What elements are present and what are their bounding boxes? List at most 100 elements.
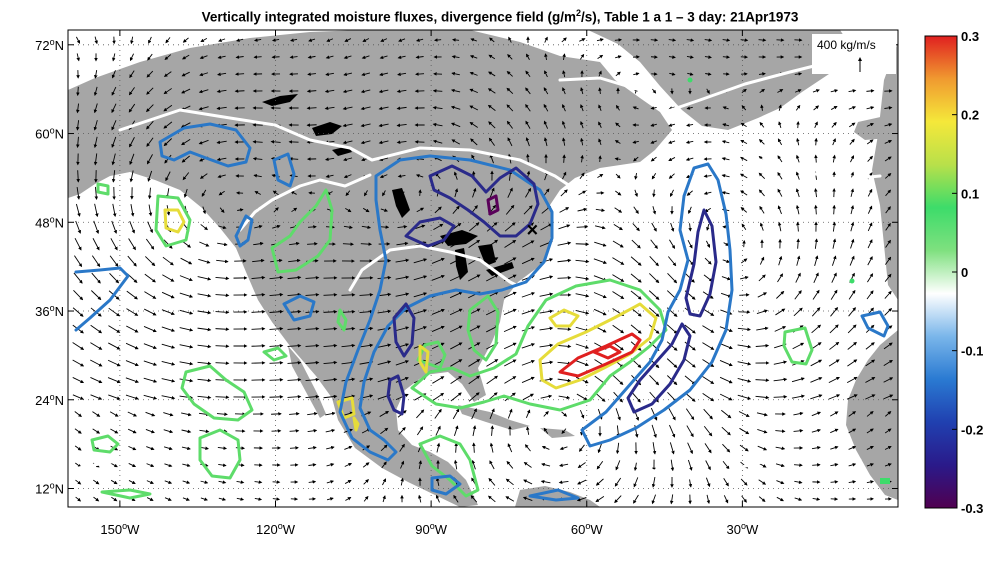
flux-vector bbox=[305, 360, 320, 365]
flux-vector bbox=[93, 153, 98, 166]
flux-vector bbox=[486, 222, 498, 232]
flux-vector bbox=[650, 239, 658, 249]
flux-vector bbox=[796, 137, 800, 146]
flux-vector bbox=[110, 479, 118, 485]
flux-vector bbox=[93, 220, 99, 234]
flux-vector bbox=[668, 157, 676, 162]
flux-vector bbox=[252, 140, 263, 144]
flux-vector bbox=[436, 442, 441, 453]
flux-vector bbox=[397, 224, 408, 229]
flux-vector bbox=[867, 256, 873, 266]
flux-vector bbox=[867, 205, 873, 214]
flux-vector bbox=[756, 309, 768, 314]
flux-vector bbox=[651, 494, 657, 505]
flux-vector bbox=[468, 274, 481, 282]
flux-vector bbox=[705, 460, 711, 471]
flux-vector bbox=[200, 480, 209, 484]
flux-vector bbox=[831, 255, 837, 266]
flux-vector bbox=[687, 239, 693, 249]
flux-vector bbox=[721, 157, 730, 161]
flux-vector bbox=[793, 429, 804, 433]
flux-vector bbox=[449, 325, 463, 333]
flux-vector bbox=[722, 123, 730, 127]
flux-vector bbox=[93, 120, 98, 131]
flux-vector bbox=[796, 221, 800, 232]
flux-vector bbox=[217, 174, 226, 179]
flux-vector bbox=[129, 170, 134, 183]
flux-vector bbox=[379, 225, 390, 229]
flux-vector bbox=[832, 238, 837, 249]
flux-vector bbox=[216, 140, 227, 145]
flux-vector bbox=[271, 55, 280, 59]
lake-huron bbox=[478, 244, 496, 266]
flux-vector bbox=[850, 188, 855, 197]
flux-vector bbox=[343, 157, 353, 162]
flux-vector bbox=[180, 257, 193, 265]
flux-vector bbox=[432, 139, 443, 144]
flux-vector bbox=[575, 326, 590, 332]
flux-vector bbox=[557, 258, 572, 263]
flux-vector bbox=[273, 207, 279, 213]
flux-vector bbox=[452, 38, 460, 42]
colorbar-tick-label: -0.1 bbox=[961, 344, 983, 359]
flux-vector bbox=[684, 358, 696, 368]
flux-vector bbox=[630, 290, 642, 300]
flux-vector bbox=[612, 291, 625, 299]
flux-vector bbox=[543, 427, 549, 434]
flux-vector bbox=[342, 123, 353, 128]
flux-vector bbox=[450, 240, 463, 248]
flux-vector bbox=[413, 258, 428, 264]
flux-vector bbox=[597, 443, 602, 454]
flux-vector bbox=[775, 463, 785, 468]
flux-vector bbox=[452, 408, 460, 420]
flux-vector bbox=[326, 463, 335, 467]
flux-vector bbox=[668, 140, 676, 144]
flux-vector bbox=[544, 70, 548, 78]
flux-vector bbox=[395, 258, 410, 263]
flux-vector bbox=[521, 257, 535, 265]
flux-vector bbox=[702, 392, 715, 402]
flux-vector bbox=[112, 203, 117, 218]
flux-vector bbox=[615, 71, 621, 77]
flux-vector bbox=[469, 88, 478, 94]
flux-vector bbox=[521, 343, 536, 349]
flux-vector bbox=[287, 377, 302, 382]
flux-vector bbox=[217, 242, 228, 247]
flux-vector bbox=[777, 188, 783, 197]
flux-vector bbox=[305, 326, 320, 331]
flux-vector bbox=[75, 136, 80, 149]
flux-vector bbox=[650, 38, 659, 42]
flux-vector bbox=[814, 204, 818, 215]
flux-vector bbox=[416, 38, 424, 42]
flux-vector bbox=[490, 425, 494, 436]
flux-vector bbox=[739, 173, 748, 179]
flux-vector bbox=[468, 325, 481, 333]
flux-vector bbox=[814, 121, 818, 129]
flux-vector bbox=[163, 71, 172, 77]
flux-vector bbox=[272, 190, 279, 196]
flux-vector bbox=[183, 188, 188, 198]
flux-vector bbox=[434, 206, 442, 214]
flux-vector bbox=[773, 377, 788, 382]
flux-vector bbox=[179, 378, 194, 383]
flux-vector bbox=[702, 359, 715, 367]
flux-vector bbox=[92, 411, 101, 417]
flux-vector bbox=[398, 38, 406, 42]
flux-vector bbox=[613, 224, 623, 231]
flux-vector bbox=[561, 171, 567, 180]
colorbar-tick-label: -0.2 bbox=[961, 422, 983, 437]
flux-vector bbox=[253, 55, 262, 59]
flux-vector bbox=[614, 477, 622, 487]
flux-vector bbox=[504, 222, 516, 232]
flux-vector bbox=[251, 309, 266, 314]
flux-vector bbox=[197, 361, 212, 366]
flux-vector bbox=[252, 258, 265, 263]
flux-vector bbox=[557, 241, 572, 246]
flux-vector bbox=[650, 156, 657, 162]
flux-vector bbox=[432, 89, 443, 93]
flux-vector bbox=[199, 241, 210, 247]
flux-vector bbox=[325, 411, 336, 416]
flux-vector bbox=[197, 310, 212, 315]
flux-vector bbox=[378, 123, 389, 128]
flux-vector bbox=[632, 140, 639, 144]
